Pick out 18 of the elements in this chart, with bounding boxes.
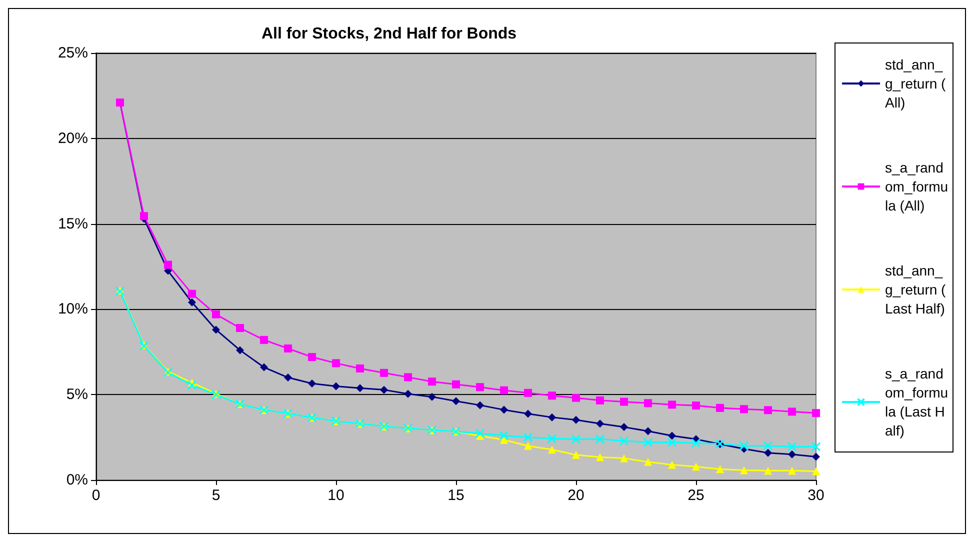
x-tick-label: 5 — [212, 487, 220, 504]
chart-title: All for Stocks, 2nd Half for Bonds — [261, 26, 517, 42]
y-tick-label: 0% — [66, 472, 88, 488]
x-tick-label: 10 — [328, 487, 344, 504]
legend-label: std_ann_g_return (All) — [885, 56, 946, 110]
legend-label: s_a_random_formula (All) — [885, 160, 948, 214]
y-tick-label: 5% — [66, 386, 88, 404]
legend-label: s_a_random_formula (Last Half) — [885, 366, 948, 438]
x-tick-label: 0 — [92, 487, 100, 504]
legend-label: std_ann_g_return (Last Half) — [885, 262, 946, 316]
y-tick-label: 10% — [58, 300, 88, 318]
x-tick-label: 15 — [448, 487, 464, 504]
x-tick-label: 30 — [808, 487, 824, 504]
y-tick-label: 20% — [58, 130, 88, 147]
y-tick-label: 25% — [58, 44, 88, 62]
y-tick-label: 15% — [58, 215, 88, 232]
x-tick-label: 20 — [568, 487, 584, 504]
x-tick-label: 25 — [688, 487, 704, 504]
